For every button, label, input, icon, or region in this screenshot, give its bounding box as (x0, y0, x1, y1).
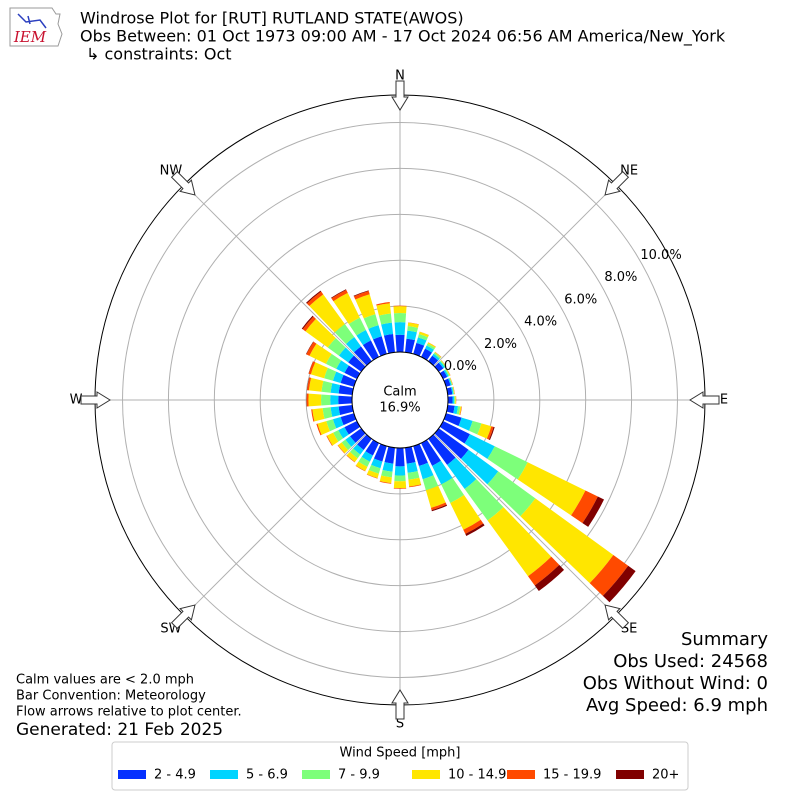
note: Flow arrows relative to plot center. (16, 705, 242, 720)
bar-segment (394, 481, 406, 488)
legend-label: 15 - 19.9 (543, 768, 601, 783)
generated: Generated: 21 Feb 2025 (16, 720, 223, 740)
legend-swatch (118, 770, 146, 779)
bar-segment (448, 396, 453, 403)
note: Calm values are < 2.0 mph (16, 673, 194, 688)
bar-segment (338, 396, 352, 405)
legend-label: 5 - 6.9 (246, 768, 288, 783)
bar-segment (395, 466, 406, 475)
legend-swatch (302, 770, 330, 779)
bar-segment (321, 394, 330, 405)
logo: IEM (10, 8, 62, 46)
legend-label: 7 - 9.9 (338, 768, 380, 783)
bar-segment (394, 313, 406, 322)
r-tick-label: 6.0% (564, 292, 597, 307)
legend-swatch (210, 770, 238, 779)
r-tick-label: 8.0% (604, 270, 637, 285)
bar-segment (454, 396, 455, 404)
legend-label: 20+ (652, 768, 679, 783)
bar-segment (395, 448, 404, 466)
r-tick-label: 0.0% (444, 359, 477, 374)
r-tick-label: 4.0% (524, 315, 557, 330)
legend-swatch (412, 770, 440, 779)
r-tick-label: 2.0% (484, 337, 517, 352)
legend-title: Wind Speed [mph] (340, 746, 461, 761)
calm-label: Calm (383, 385, 416, 400)
summary-line: Obs Used: 24568 (613, 651, 768, 672)
legend-swatch (616, 770, 644, 779)
title-line: ↳ constraints: Oct (86, 45, 232, 64)
bar-segment (330, 395, 338, 405)
title-line: Windrose Plot for [RUT] RUTLAND STATE(AW… (80, 9, 464, 28)
legend-label: 10 - 14.9 (448, 768, 506, 783)
bar-segment (383, 462, 394, 472)
note: Bar Convention: Meteorology (16, 689, 206, 704)
bar-segment (393, 306, 406, 313)
bar-segment (395, 335, 404, 352)
summary-line: Avg Speed: 6.9 mph (586, 695, 768, 716)
compass-label: E (720, 393, 728, 408)
r-tick-label: 10.0% (640, 248, 681, 263)
summary-line: Obs Without Wind: 0 (583, 673, 768, 694)
logo-text: IEM (13, 28, 47, 46)
bar-segment (395, 322, 406, 335)
legend-label: 2 - 4.9 (154, 768, 196, 783)
summary-title: Summary (681, 629, 768, 650)
legend-swatch (507, 770, 535, 779)
bar-segment (307, 393, 309, 406)
bar-segment (452, 396, 454, 404)
bar-segment (376, 303, 390, 315)
title-line: Obs Between: 01 Oct 1973 09:00 AM - 17 O… (80, 27, 726, 47)
bar-segment (394, 475, 405, 481)
bar-segment (308, 394, 321, 407)
calm-value: 16.9% (379, 401, 420, 416)
